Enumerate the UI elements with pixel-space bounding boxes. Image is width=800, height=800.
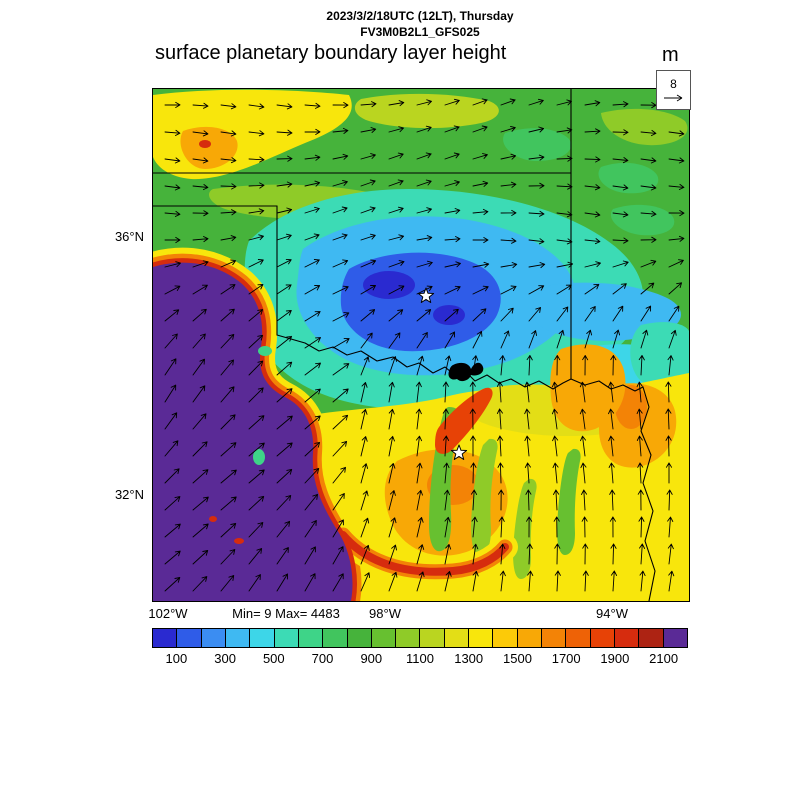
- contour-region: [180, 126, 238, 169]
- colorbar-tick-label: 500: [262, 651, 285, 666]
- colorbar-cell: [177, 629, 202, 647]
- colorbar-tick-label: 100: [165, 651, 188, 666]
- contour-region: [253, 449, 265, 465]
- figure-header: 2023/3/2/18UTC (12LT), Thursday FV3M0B2L…: [152, 8, 688, 40]
- contour-map: [153, 89, 689, 601]
- colorbar-cell: [590, 629, 615, 647]
- contour-region: [433, 305, 465, 325]
- colorbar: [152, 628, 688, 648]
- colorbar-cell: [444, 629, 470, 647]
- colorbar-tick-label: 900: [360, 651, 383, 666]
- colorbar-cell: [614, 629, 640, 647]
- colorbar-tick-label: 1500: [503, 651, 532, 666]
- model-name-label: FV3M0B2L1_GFS025: [360, 25, 480, 39]
- contour-region: [598, 162, 659, 194]
- colorbar-cell: [371, 629, 397, 647]
- lon-axis-label: 98°W: [369, 606, 401, 621]
- reference-vector-box: 8: [656, 70, 691, 110]
- colorbar-cell: [517, 629, 542, 647]
- contour-region: [630, 322, 689, 393]
- contour-region: [503, 128, 572, 161]
- colorbar-tick-label: 1100: [406, 651, 434, 666]
- contour-region: [513, 478, 537, 579]
- colorbar-cell: [347, 629, 372, 647]
- units-label: m: [662, 44, 679, 66]
- lon-axis-label: 102°W: [148, 606, 188, 621]
- contour-region: [153, 262, 353, 601]
- lat-axis-label: 32°N: [114, 487, 144, 502]
- colorbar-cell: [225, 629, 251, 647]
- colorbar-tick-label: 1900: [600, 651, 630, 666]
- colorbar-cell: [420, 629, 445, 647]
- contour-region: [550, 344, 626, 432]
- colorbar-cell: [493, 629, 518, 647]
- colorbar-tick-label: 700: [311, 651, 334, 666]
- colorbar-cell: [201, 629, 226, 647]
- contour-region: [209, 516, 217, 522]
- colorbar-tick-label: 1300: [454, 651, 484, 666]
- minmax-stat: Min= 9 Max= 4483: [232, 606, 340, 621]
- colorbar-cell: [153, 629, 178, 647]
- colorbar-cell: [469, 629, 494, 647]
- contour-region: [363, 271, 415, 299]
- contour-region: [258, 345, 272, 357]
- contour-region: [601, 108, 688, 146]
- contour-region: [234, 538, 244, 544]
- contour-region: [557, 448, 581, 555]
- colorbar-cell: [396, 629, 421, 647]
- lon-axis-label: 94°W: [596, 606, 628, 621]
- reference-vector-value: 8: [670, 77, 677, 91]
- colorbar-tick-label: 2100: [649, 651, 679, 666]
- lat-axis-label: 36°N: [114, 229, 144, 244]
- colorbar-cell: [639, 629, 664, 647]
- colorbar-tick-label: 300: [214, 651, 236, 666]
- contour-region: [199, 140, 211, 148]
- colorbar-tick-label: 1700: [551, 651, 581, 666]
- contour-region: [610, 204, 675, 236]
- city-star-marker: [417, 287, 435, 303]
- valid-time-label: 2023/3/2/18UTC (12LT), Thursday: [326, 9, 514, 23]
- contour-band: [339, 531, 509, 576]
- plot-title: surface planetary boundary layer height: [155, 42, 507, 64]
- colorbar-ticks: 100 300 500 700 900 1100 1300 1500 1700 1900 2100: [152, 651, 688, 667]
- colorbar-cell: [250, 629, 275, 647]
- contour-region: [471, 438, 498, 555]
- colorbar-cell: [298, 629, 324, 647]
- colorbar-cell: [663, 629, 687, 647]
- colorbar-cell: [566, 629, 591, 647]
- contour-region: [435, 387, 493, 454]
- colorbar-cell: [274, 629, 299, 647]
- state-border: [640, 386, 656, 601]
- colorbar-cell: [323, 629, 348, 647]
- wind-arrows: [164, 98, 685, 592]
- reference-arrow-icon: [663, 94, 682, 102]
- contour-region: [354, 93, 499, 129]
- map-canvas: [152, 88, 690, 602]
- city-star-marker: [450, 444, 468, 460]
- colorbar-cell: [542, 629, 567, 647]
